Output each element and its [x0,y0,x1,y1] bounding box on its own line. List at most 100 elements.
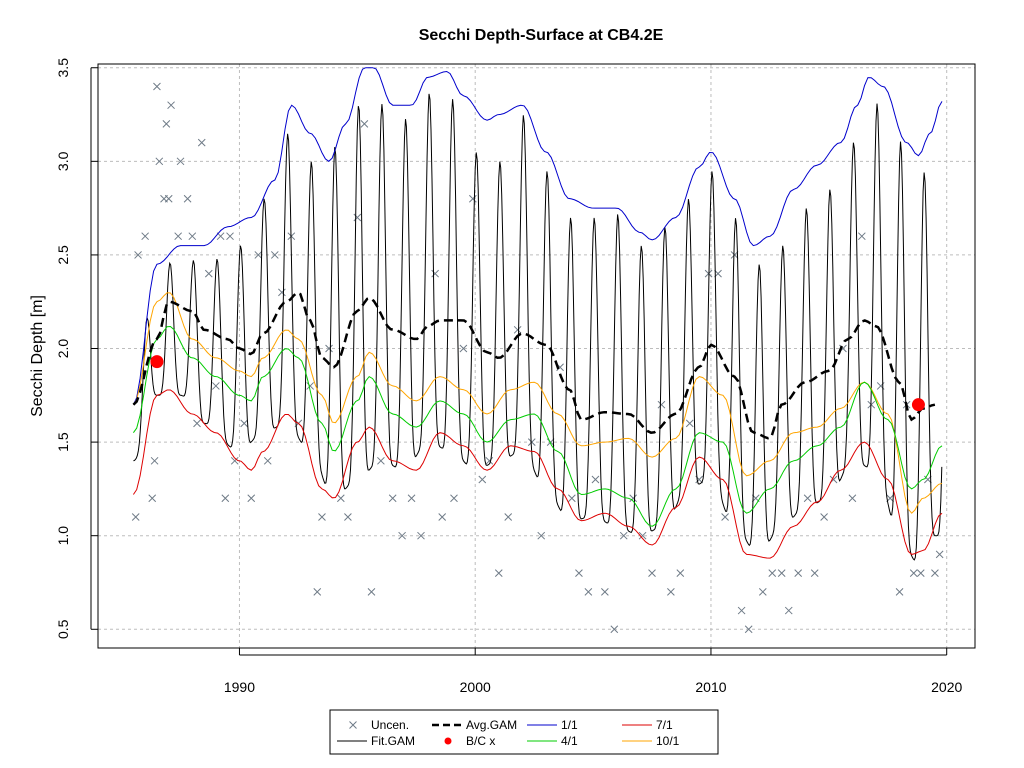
uncensored-point [810,569,819,577]
legend-label: 1/1 [561,718,578,732]
uncensored-point [226,232,234,241]
uncensored-point [667,587,675,596]
uncensored-point [513,325,522,334]
uncensored-point [527,438,536,446]
uncensored-point [230,456,239,465]
series-line-q-7-1 [132,389,943,559]
uncensored-point [820,513,828,521]
series-line-q-10-1 [132,292,943,514]
uncensored-point [438,513,447,521]
x-tick-label: 1990 [224,679,255,695]
y-tick-label: 1.0 [55,526,71,546]
plot-area-border [97,63,976,649]
uncensored-point [638,531,647,540]
uncensored-point [153,82,161,91]
uncensored-point [803,494,812,503]
uncensored-point [134,251,142,259]
legend-label: Uncen. [371,718,409,732]
uncensored-point [648,569,656,577]
legend-box [329,709,719,755]
uncensored-point [193,419,201,428]
uncensored-point [468,194,477,203]
uncensored-point [377,456,385,465]
uncensored-point [254,251,263,259]
uncensored-point [431,269,439,278]
uncensored-point [601,587,609,596]
uncensored-point [768,569,777,577]
uncensored-point [485,456,494,465]
uncensored-point [263,456,272,465]
uncensored-point [174,232,183,241]
bc-point [150,355,164,369]
y-axis-title: Secchi Depth [m] [29,295,46,417]
legend-label: Fit.GAM [371,734,415,748]
uncensored-point [657,400,666,409]
uncensored-point [360,120,369,128]
uncensored-point [744,625,753,634]
x-tick-label: 2020 [931,679,962,695]
uncensored-point [197,138,206,147]
uncensored-point [777,569,786,577]
chart-title: Secchi Depth-Surface at CB4.2E [419,27,664,44]
uncensored-point [306,382,315,390]
uncensored-point [407,494,416,503]
fit-gam-line [133,93,943,561]
uncensored-point [568,494,576,503]
uncensored-point [591,475,600,484]
uncensored-point [619,531,628,540]
uncensored-point [318,513,326,521]
uncensored-point [537,531,546,540]
uncensored-point [336,494,345,503]
uncensored-point [204,269,213,278]
uncensored-point [344,513,352,521]
uncensored-point [575,569,583,577]
uncensored-point [931,569,939,577]
uncensored-point [353,213,362,222]
legend-label: B/C x [466,734,495,748]
uncensored-point [629,494,638,503]
uncensored-point [895,587,904,596]
uncensored-point [398,531,406,540]
uncensored-point [417,531,425,540]
uncensored-point [131,513,140,521]
series-line-q-1-1 [132,67,943,405]
uncensored-point [270,251,279,259]
x-tick-label: 2000 [460,679,491,695]
legend-label: 7/1 [656,718,673,732]
uncensored-point [737,606,746,615]
uncensored-point [212,382,220,390]
uncensored-point [909,569,918,577]
uncensored-point [148,494,157,503]
uncensored-point [183,194,192,203]
uncensored-point [459,344,468,353]
bc-point [911,398,925,412]
uncensored-point [610,625,619,634]
y-tick-label: 3.5 [55,58,71,78]
legend-label: 10/1 [656,734,680,748]
bc-points [150,355,925,412]
y-tick-label: 1.5 [55,432,71,452]
uncensored-point [584,587,593,596]
series-lines [132,67,943,561]
uncensored-points [131,82,944,634]
uncensored-point [721,513,729,521]
uncensored-point [848,494,857,503]
legend: Uncen. Avg.GAM 1/1 7/1 Fit.GAM B/C x 4/1 10/1 [329,709,719,755]
uncensored-point [758,587,767,596]
y-tick-label: 2.0 [55,339,71,359]
legend-items: Uncen. Avg.GAM 1/1 7/1 Fit.GAM B/C x 4/1 10/1 [337,718,680,748]
uncensored-point [247,494,256,503]
y-tick-label: 2.5 [55,245,71,265]
uncensored-point [916,569,925,577]
uncensored-point [935,550,944,559]
axes: 1990 2000 2010 2020 0.5 1.0 1.5 2.0 2.5 3.0 3.5 [55,58,962,695]
uncensored-point [164,194,173,203]
uncensored-point [730,251,739,259]
legend-label: 4/1 [561,734,578,748]
uncensored-point [150,456,159,465]
uncensored-point [162,120,171,128]
uncensored-point [685,419,694,428]
legend-swatch-bc [444,737,452,745]
uncensored-point [676,569,685,577]
